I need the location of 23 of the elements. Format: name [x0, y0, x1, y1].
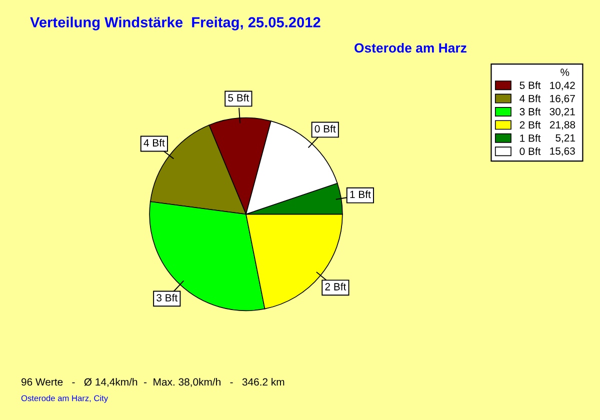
- slice-label: 0 Bft: [314, 124, 336, 133]
- text: Osterode am Harz, City: [21, 395, 108, 403]
- legend-label: 3 Bft: [520, 108, 541, 116]
- slice-label: 1 Bft: [350, 190, 371, 198]
- data-label: 21,88: [550, 121, 576, 130]
- chart-title: Verteilung Windstärke Freitag, 25.05.2012: [30, 16, 320, 30]
- text: 96 Werte - Ø 14,4km/h - Max. 38,0km/h - 346.2 km: [21, 378, 284, 387]
- legend-label: 4 Bft: [520, 94, 541, 102]
- slice-label: 5 Bft: [228, 94, 250, 102]
- data-label: 5,21: [556, 134, 575, 143]
- legend-title: %: [560, 68, 570, 76]
- slice-label: 4 Bft: [144, 138, 165, 147]
- data-label: 30,21: [550, 108, 575, 117]
- data-label: 10,42: [550, 82, 575, 90]
- legend-label: 0 Bft: [520, 147, 541, 156]
- chart-subtitle: Osterode am Harz: [354, 42, 466, 53]
- legend-label: 1 Bft: [520, 134, 541, 142]
- legend-label: 5 Bft: [520, 81, 541, 90]
- legend-label: 2 Bft: [520, 121, 541, 129]
- data-label: 16,67: [550, 94, 575, 104]
- data-label: 15,63: [550, 147, 575, 156]
- slice-label: 2 Bft: [325, 282, 346, 290]
- slice-label: 3 Bft: [156, 294, 178, 302]
